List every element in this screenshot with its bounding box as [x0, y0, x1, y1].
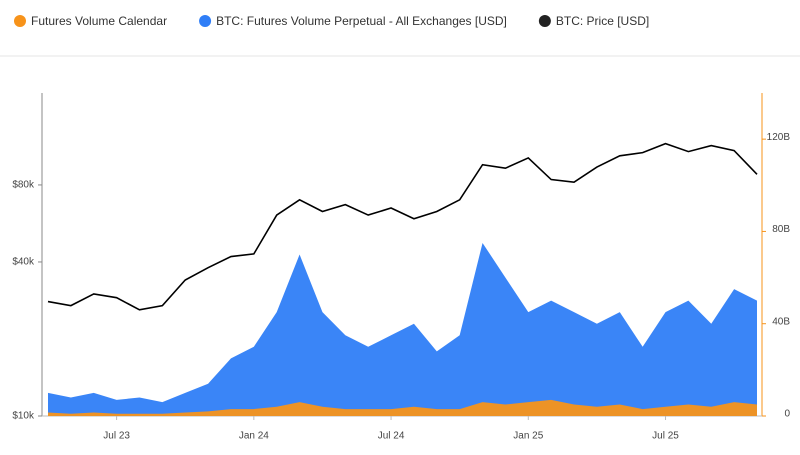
x-tick-label: Jan 25 [513, 431, 543, 442]
volume-area [48, 399, 757, 416]
volume-area [48, 242, 757, 416]
x-tick-label: Jul 24 [378, 431, 405, 442]
x-tick-label: Jul 25 [652, 431, 679, 442]
y2-tick-label: 120B [767, 132, 791, 143]
legend-marker [14, 15, 26, 27]
legend-marker [538, 15, 551, 27]
legend-label: BTC: Price [USD] [556, 14, 649, 28]
y-tick-label: $10k [12, 411, 35, 422]
y2-tick-label: 0 [784, 409, 790, 420]
legend-marker [199, 15, 212, 27]
x-tick-label: Jul 23 [103, 431, 130, 442]
y2-tick-label: 80B [772, 224, 790, 235]
legend-label: Futures Volume Calendar [31, 14, 167, 28]
y2-tick-label: 40B [772, 316, 790, 327]
x-tick-label: Jan 24 [239, 431, 269, 442]
y-tick-label: $40k [12, 257, 35, 268]
price-line [47, 142, 758, 311]
legend-label: BTC: Futures Volume Perpetual - All Exch… [216, 14, 507, 28]
y-tick-label: $80k [12, 180, 35, 191]
